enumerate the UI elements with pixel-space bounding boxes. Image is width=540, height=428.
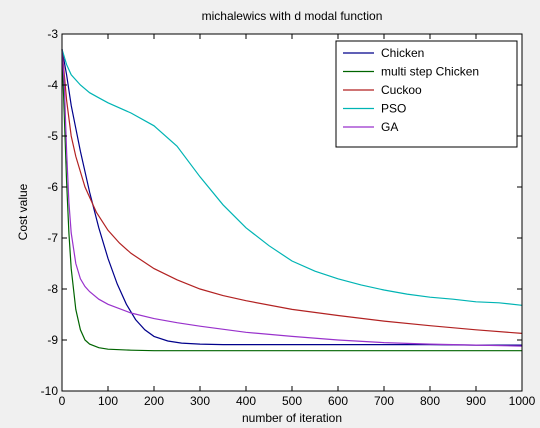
y-tick-label: -3 — [47, 27, 58, 41]
x-tick-label: 500 — [282, 394, 302, 408]
series-layer — [61, 49, 523, 352]
x-tick-label: 700 — [374, 394, 394, 408]
legend-box — [335, 40, 518, 148]
x-tick-label: 800 — [420, 394, 440, 408]
y-tick-label: -4 — [47, 78, 58, 92]
legend-label-cuckoo: Cuckoo — [381, 83, 422, 97]
x-tick-label: 600 — [328, 394, 348, 408]
x-tick-label: 900 — [466, 394, 486, 408]
series-line-ga — [61, 49, 523, 347]
y-tick-label: -6 — [47, 180, 58, 194]
legend-label-pso: PSO — [381, 102, 406, 116]
series-line-pso — [61, 49, 523, 306]
y-tick-label: -5 — [47, 129, 58, 143]
y-tick-label: -8 — [47, 282, 58, 296]
x-tick-label: 100 — [98, 394, 118, 408]
series-line-chicken — [61, 49, 522, 346]
x-axis-label: number of iteration — [242, 411, 342, 425]
series-line-cuckoo — [61, 49, 523, 334]
x-tick-label: 0 — [59, 394, 66, 408]
y-axis-label: Cost value — [16, 183, 30, 240]
legend: Chicken multi step Chicken Cuckoo PSO GA — [335, 40, 518, 148]
legend-label-chicken: Chicken — [381, 46, 424, 60]
x-tick-label: 300 — [190, 394, 210, 408]
legend-label-multi-step-chicken: multi step Chicken — [381, 65, 479, 79]
x-tick-label: 1000 — [509, 394, 536, 408]
series-line-multi-step-chicken — [61, 49, 522, 352]
ticks-layer: 0 100 200 300 400 500 600 700 800 900 1000 -3 -4 -5 -6… — [41, 27, 536, 408]
chart-title: michalewics with d modal function — [202, 9, 383, 23]
x-tick-label: 400 — [236, 394, 256, 408]
y-tick-label: -9 — [47, 333, 58, 347]
legend-label-ga: GA — [381, 120, 398, 134]
y-tick-label: -7 — [47, 231, 58, 245]
x-tick-label: 200 — [144, 394, 164, 408]
y-tick-label: -10 — [41, 384, 59, 398]
